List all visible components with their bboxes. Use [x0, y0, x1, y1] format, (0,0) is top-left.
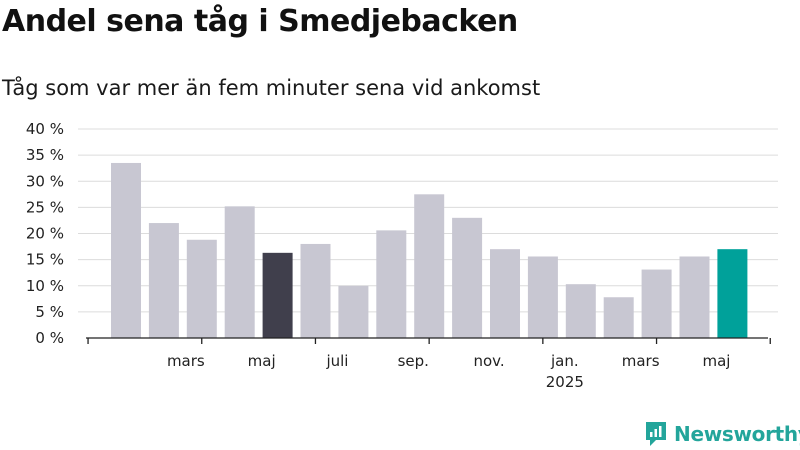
- bar: [338, 285, 369, 338]
- bar: [376, 230, 407, 338]
- x-tick-label: sep.: [398, 352, 429, 370]
- chart-title: Andel sena tåg i Smedjebacken: [2, 4, 518, 39]
- brand-name: Newsworthy: [674, 422, 800, 446]
- bar: [641, 269, 672, 338]
- bar: [111, 162, 141, 338]
- x-tick-label: juli: [325, 352, 348, 370]
- y-tick-label: 10 %: [26, 277, 64, 295]
- bar: [262, 252, 293, 338]
- y-tick-label: 0 %: [35, 329, 64, 347]
- y-tick-label: 35 %: [26, 146, 64, 164]
- bar: [565, 284, 596, 338]
- bar: [603, 297, 634, 338]
- newsworthy-logo-icon: [646, 422, 666, 446]
- y-tick-label: 25 %: [26, 198, 64, 216]
- bar: [452, 217, 483, 338]
- bar: [527, 256, 558, 338]
- y-tick-label: 5 %: [35, 303, 64, 321]
- x-tick-label: maj: [702, 352, 730, 370]
- x-tick-label: maj: [248, 352, 276, 370]
- bar: [490, 249, 520, 338]
- bar: [414, 194, 445, 338]
- y-tick-label: 30 %: [26, 172, 64, 190]
- bar: [717, 249, 748, 338]
- chart-subtitle: Tåg som var mer än fem minuter sena vid …: [2, 76, 541, 100]
- x-tick-label: mars: [167, 352, 205, 370]
- newsworthy-logo: Newsworthy: [644, 420, 800, 448]
- x-tick-label: jan.: [550, 352, 579, 370]
- y-tick-label: 40 %: [26, 120, 64, 138]
- y-tick-label: 20 %: [26, 225, 64, 243]
- x-tick-label: mars: [622, 352, 660, 370]
- x-tick-label: nov.: [473, 352, 504, 370]
- bar: [186, 239, 217, 338]
- bar: [224, 206, 255, 338]
- y-tick-label: 15 %: [26, 251, 64, 269]
- bar: [679, 256, 710, 338]
- bar: [300, 243, 331, 338]
- x-tick-label: 2025: [546, 373, 584, 391]
- bar: [148, 223, 179, 338]
